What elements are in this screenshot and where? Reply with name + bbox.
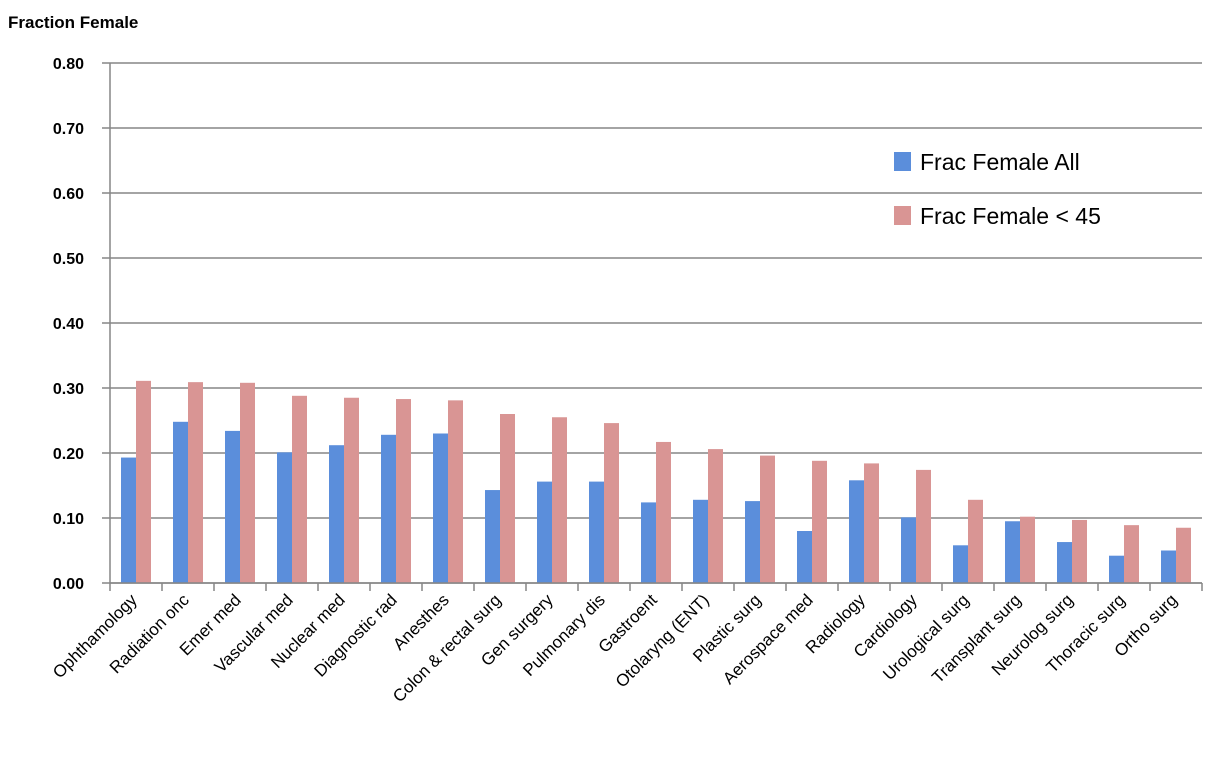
x-tick-label: Transplant surg [928, 590, 1025, 687]
bar-all [1005, 521, 1020, 583]
bar-all [1057, 542, 1072, 583]
bar-all [797, 531, 812, 583]
bar-all [277, 452, 292, 583]
bar-all [849, 480, 864, 583]
bar-under-45 [448, 400, 463, 583]
bar-under-45 [604, 423, 619, 583]
y-tick-labels: 0.00 0.10 0.20 0.30 0.40 0.50 0.60 0.70 0.80 [53, 56, 84, 593]
bar-under-45 [500, 414, 515, 583]
y-tick-label: 0.00 [53, 576, 84, 593]
x-tick-label: Aerospace med [719, 590, 817, 688]
bar-under-45 [240, 382, 255, 583]
bar-under-45 [1020, 516, 1035, 583]
bar-all [693, 499, 708, 583]
bar-under-45 [1072, 519, 1087, 583]
bar-all [225, 430, 240, 583]
bar-under-45 [812, 460, 827, 583]
bar-under-45 [344, 397, 359, 583]
bar-all [329, 445, 344, 583]
bar-under-45 [188, 382, 203, 583]
bar-under-45 [552, 417, 567, 583]
y-tick-label: 0.70 [53, 121, 84, 138]
legend-swatch [894, 206, 911, 225]
bar-all [953, 545, 968, 583]
legend-label: Frac Female < 45 [920, 203, 1101, 229]
y-tick-label: 0.30 [53, 381, 84, 398]
bar-all [641, 502, 656, 583]
bars [121, 380, 1191, 583]
bar-under-45 [656, 441, 671, 583]
legend-swatch [894, 152, 911, 171]
y-axis-title: Fraction Female [8, 13, 138, 32]
bar-all [381, 434, 396, 583]
bar-all [537, 481, 552, 583]
bar-under-45 [968, 499, 983, 583]
bar-all [121, 457, 136, 583]
bar-all [485, 490, 500, 583]
y-tick-label: 0.80 [53, 56, 84, 73]
bar-under-45 [292, 395, 307, 583]
bar-under-45 [760, 455, 775, 583]
y-tick-label: 0.40 [53, 316, 84, 333]
bar-under-45 [708, 449, 723, 583]
bar-under-45 [136, 380, 151, 583]
bar-all [589, 481, 604, 583]
y-tick-label: 0.50 [53, 251, 84, 268]
bar-under-45 [1124, 525, 1139, 583]
bar-under-45 [916, 469, 931, 583]
x-axis [109, 63, 1203, 591]
bar-all [1109, 555, 1124, 583]
y-tick-label: 0.10 [53, 511, 84, 528]
bar-all [745, 501, 760, 583]
bar-all [433, 433, 448, 583]
bar-under-45 [396, 399, 411, 583]
legend: Frac Female All Frac Female < 45 [894, 149, 1101, 229]
y-tick-label: 0.60 [53, 186, 84, 203]
bar-under-45 [864, 463, 879, 583]
bar-all [173, 421, 188, 583]
y-tick-label: 0.20 [53, 446, 84, 463]
x-tick-label: Otolaryng (ENT) [612, 590, 713, 691]
bar-under-45 [1176, 527, 1191, 583]
bar-all [901, 517, 916, 583]
legend-label: Frac Female All [920, 149, 1080, 175]
bar-all [1161, 550, 1176, 583]
